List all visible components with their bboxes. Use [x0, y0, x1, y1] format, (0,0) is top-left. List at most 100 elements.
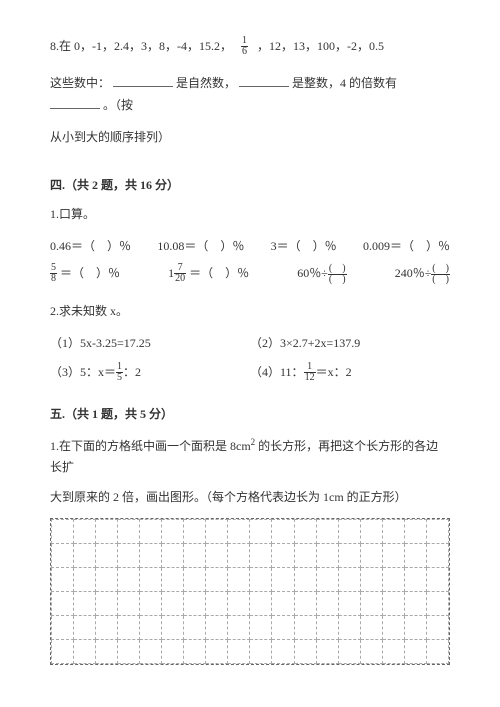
q8-l3: 从小到大的顺序排列）: [50, 130, 170, 144]
grid-cell: [228, 568, 250, 592]
grid-cell: [426, 616, 448, 640]
grid-cell: [184, 568, 206, 592]
eq-3: （3）5：x＝15：2: [50, 362, 250, 384]
grid-cell: [206, 592, 228, 616]
grid-cell: [228, 544, 250, 568]
grid-cell: [140, 592, 162, 616]
exam-page: 8.在 0，-1，2.4，3，8，-4，15.2， 1 6 ，12，13，100…: [0, 0, 500, 685]
grid-cell: [272, 568, 294, 592]
grid-cell: [382, 544, 404, 568]
s5-q1-line1: 1.在下面的方格纸中画一个面积是 8cm2 的长方形，再把这个长方形的各边长扩: [50, 434, 450, 479]
grid-cell: [404, 520, 426, 544]
q8-l2a: 这些数中：: [50, 76, 110, 90]
grid-cell: [74, 592, 96, 616]
grid-cell: [382, 592, 404, 616]
grid-cell: [294, 520, 316, 544]
eq-row2: （3）5：x＝15：2 （4）11：112＝x：2: [50, 362, 450, 384]
grid-cell: [316, 592, 338, 616]
q8-frac-den: 6: [241, 46, 248, 57]
grid-cell: [96, 544, 118, 568]
q8-line3: 从小到大的顺序排列）: [50, 127, 450, 149]
grid-cell: [360, 592, 382, 616]
blank-multiple4: [50, 94, 100, 109]
grid-cell: [316, 616, 338, 640]
grid-cell: [338, 520, 360, 544]
grid-paper: [50, 518, 450, 665]
grid-cell: [360, 640, 382, 664]
grid-cell: [118, 592, 140, 616]
grid-cell: [294, 544, 316, 568]
q8-text-suffix: ，12，13，100，-2，0.5: [257, 39, 384, 53]
grid-cell: [250, 520, 272, 544]
calc-1c: 3＝（ ）％: [271, 236, 337, 258]
calc-row2: 58 ＝（ ）％ 1720 ＝（ ）％ 60％÷ 240％÷: [50, 263, 450, 285]
q8-l2b: 是自然数，: [176, 76, 236, 90]
grid-cell: [338, 544, 360, 568]
grid-cell: [228, 616, 250, 640]
grid-cell: [294, 568, 316, 592]
grid-cell: [162, 616, 184, 640]
grid-cell: [404, 568, 426, 592]
grid-cell: [206, 616, 228, 640]
eq-1: （1）5x-3.25=17.25: [50, 333, 250, 355]
grid-cell: [74, 616, 96, 640]
grid-cell: [140, 640, 162, 664]
grid-cell: [250, 616, 272, 640]
grid-cell: [272, 616, 294, 640]
grid-table: [51, 519, 449, 664]
calc-2b: 1720 ＝（ ）％: [168, 263, 249, 285]
grid-cell: [52, 568, 74, 592]
grid-cell: [338, 568, 360, 592]
grid-cell: [118, 520, 140, 544]
grid-cell: [404, 616, 426, 640]
grid-cell: [360, 568, 382, 592]
q8-fraction: 1 6: [241, 36, 248, 57]
grid-cell: [206, 520, 228, 544]
grid-cell: [118, 616, 140, 640]
grid-cell: [184, 520, 206, 544]
eq-4: （4）11：112＝x：2: [250, 362, 450, 384]
grid-cell: [250, 544, 272, 568]
grid-cell: [96, 640, 118, 664]
grid-cell: [184, 640, 206, 664]
grid-cell: [118, 568, 140, 592]
grid-cell: [294, 640, 316, 664]
grid-cell: [382, 568, 404, 592]
grid-cell: [338, 616, 360, 640]
grid-cell: [360, 616, 382, 640]
eq-2: （2）3×2.7+2x=137.9: [250, 333, 450, 355]
frac-5-8: 58: [50, 263, 57, 284]
grid-cell: [250, 640, 272, 664]
grid-cell: [96, 592, 118, 616]
grid-cell: [206, 544, 228, 568]
grid-cell: [338, 640, 360, 664]
grid-cell: [338, 592, 360, 616]
grid-cell: [228, 592, 250, 616]
q8-line2: 这些数中： 是自然数， 是整数，4 的倍数有 。（按: [50, 72, 450, 117]
q8-text-prefix: 8.在 0，-1，2.4，3，8，-4，15.2，: [50, 39, 232, 53]
grid-cell: [96, 520, 118, 544]
s4-q2: 2.求未知数 x。: [50, 301, 450, 323]
q8-frac-num: 1: [241, 36, 248, 46]
calc-row1: 0.46＝（ ）％ 10.08＝（ ）％ 3＝（ ）％ 0.009＝（ ）％: [50, 236, 450, 258]
grid-cell: [272, 640, 294, 664]
grid-cell: [96, 616, 118, 640]
grid-cell: [162, 544, 184, 568]
grid-cell: [140, 616, 162, 640]
paren-frac-1: [328, 264, 347, 285]
grid-cell: [52, 592, 74, 616]
grid-cell: [382, 616, 404, 640]
calc-2d: 240％÷: [395, 263, 450, 285]
grid-cell: [162, 592, 184, 616]
grid-cell: [426, 520, 448, 544]
s5-q1-line2: 大到原来的 2 倍，画出图形。（每个方格代表边长为 1cm 的正方形）: [50, 487, 450, 509]
grid-cell: [140, 520, 162, 544]
grid-cell: [140, 544, 162, 568]
grid-cell: [162, 568, 184, 592]
blank-integer: [239, 72, 289, 87]
grid-cell: [184, 544, 206, 568]
grid-cell: [118, 640, 140, 664]
grid-cell: [52, 544, 74, 568]
grid-cell: [74, 640, 96, 664]
calc-1a: 0.46＝（ ）％: [50, 236, 131, 258]
